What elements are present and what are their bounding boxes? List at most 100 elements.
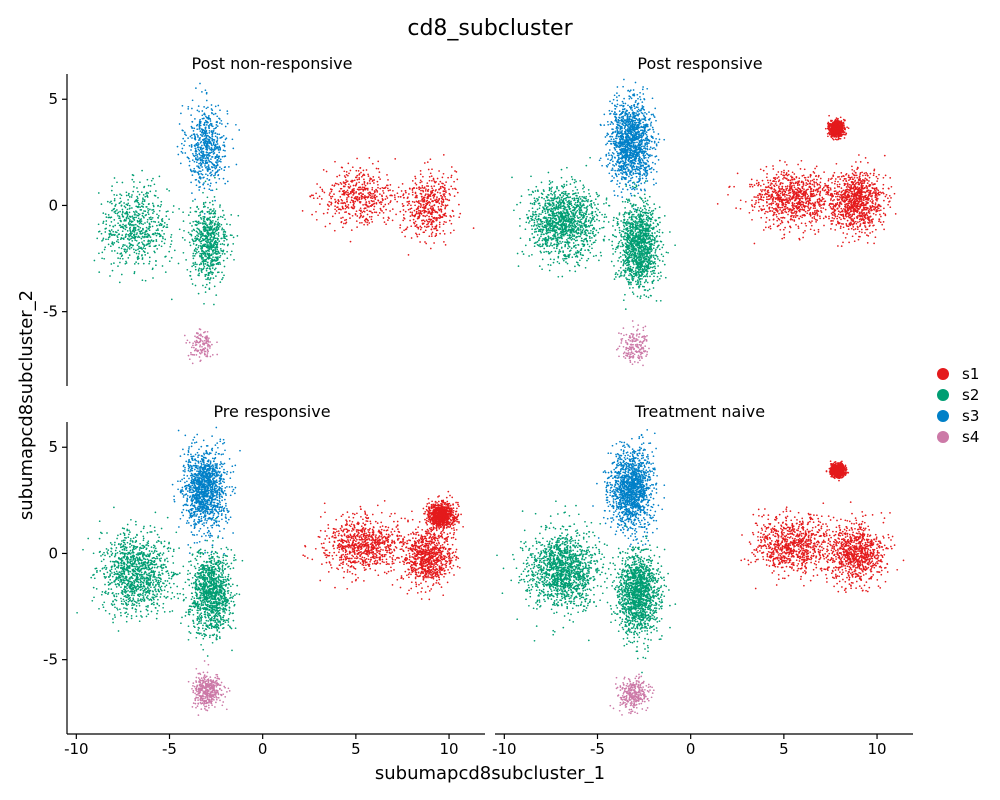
point-s2 [212, 250, 214, 252]
point-s2 [214, 286, 216, 288]
point-s2 [550, 244, 552, 246]
point-s3 [227, 113, 229, 115]
point-s2 [148, 210, 150, 212]
point-s2 [223, 240, 225, 242]
point-s2 [156, 248, 158, 250]
point-s1 [386, 174, 388, 176]
point-s2 [217, 242, 219, 244]
point-s2 [221, 224, 223, 226]
point-s3 [656, 155, 658, 157]
point-s3 [196, 161, 198, 163]
point-s1 [353, 188, 355, 190]
point-s1 [425, 188, 427, 190]
point-s1 [376, 168, 378, 170]
point-s2 [139, 233, 141, 235]
point-s3 [192, 153, 194, 155]
point-s2 [195, 269, 197, 271]
point-s3 [611, 103, 613, 105]
point-s2 [161, 241, 163, 243]
point-s2 [205, 286, 207, 288]
point-s1 [399, 227, 401, 229]
point-s3 [197, 146, 199, 148]
point-s1 [329, 194, 331, 196]
point-s1 [429, 204, 431, 206]
point-s3 [651, 141, 653, 143]
point-s3 [649, 140, 651, 142]
point-s3 [198, 180, 200, 182]
point-s2 [223, 244, 225, 246]
point-s3 [632, 159, 634, 161]
point-s1 [431, 235, 433, 237]
point-s1 [302, 210, 304, 212]
point-s2 [198, 245, 200, 247]
point-s3 [208, 154, 210, 156]
point-s2 [207, 196, 209, 198]
point-s4 [207, 352, 209, 354]
point-s2 [543, 248, 545, 250]
point-s1 [351, 197, 353, 199]
point-s2 [141, 202, 143, 204]
point-s1 [379, 202, 381, 204]
point-s1 [377, 214, 379, 216]
point-s3 [203, 135, 205, 137]
point-s3 [644, 130, 646, 132]
point-s3 [199, 182, 201, 184]
point-s2 [222, 243, 224, 245]
point-s2 [119, 193, 121, 195]
point-s3 [622, 188, 624, 190]
point-s3 [640, 123, 642, 125]
point-s3 [190, 114, 192, 116]
point-s1 [395, 214, 397, 216]
point-s2 [224, 253, 226, 255]
point-s2 [193, 229, 195, 231]
point-s2 [136, 211, 138, 213]
point-s3 [645, 157, 647, 159]
point-s1 [334, 208, 336, 210]
point-s2 [144, 232, 146, 234]
point-s1 [435, 234, 437, 236]
point-s2 [209, 257, 211, 259]
point-s2 [194, 263, 196, 265]
point-s1 [420, 187, 422, 189]
point-s2 [164, 239, 166, 241]
point-s3 [208, 167, 210, 169]
point-s3 [600, 157, 602, 159]
point-s1 [353, 202, 355, 204]
point-s1 [361, 198, 363, 200]
point-s3 [616, 183, 618, 185]
point-s2 [134, 271, 136, 273]
point-s3 [195, 148, 197, 150]
point-s3 [636, 136, 638, 138]
point-s2 [541, 197, 543, 199]
point-s2 [125, 236, 127, 238]
point-s3 [623, 133, 625, 135]
point-s1 [452, 188, 454, 190]
point-s3 [218, 149, 220, 151]
point-s2 [214, 260, 216, 262]
point-s3 [201, 150, 203, 152]
point-s2 [590, 230, 592, 232]
point-s1 [400, 196, 402, 198]
point-s3 [228, 166, 230, 168]
point-s3 [626, 150, 628, 152]
point-s2 [204, 229, 206, 231]
point-s1 [428, 169, 430, 171]
point-s2 [142, 257, 144, 259]
point-s1 [419, 182, 421, 184]
point-s3 [213, 114, 215, 116]
point-s2 [132, 174, 134, 176]
point-s2 [141, 205, 143, 207]
point-s1 [359, 186, 361, 188]
point-s2 [182, 237, 184, 239]
point-s1 [441, 211, 443, 213]
point-s2 [216, 260, 218, 262]
point-s3 [643, 124, 645, 126]
point-s1 [446, 199, 448, 201]
point-s2 [147, 208, 149, 210]
point-s4 [207, 356, 209, 358]
point-s3 [634, 122, 636, 124]
point-s2 [535, 216, 537, 218]
point-s3 [600, 124, 602, 126]
point-s3 [621, 178, 623, 180]
point-s2 [142, 223, 144, 225]
